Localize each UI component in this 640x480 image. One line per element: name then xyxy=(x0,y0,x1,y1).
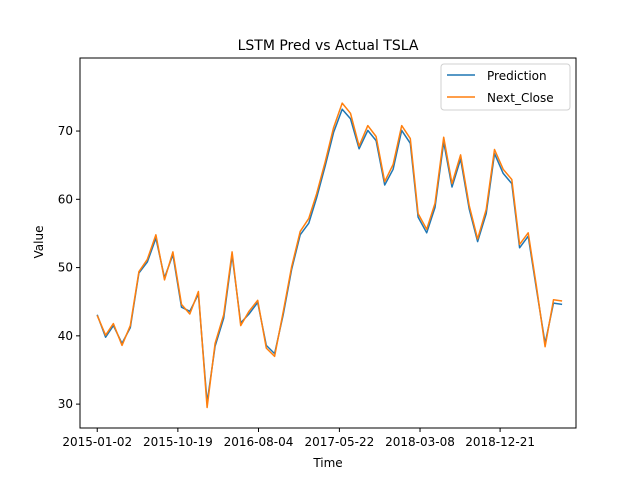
y-tick-label: 70 xyxy=(58,124,73,138)
series-line-next-close xyxy=(96,102,563,409)
legend: Prediction Next_Close xyxy=(440,63,571,111)
series-lines xyxy=(96,102,563,409)
y-axis-ticks: 30 40 50 60 70 xyxy=(58,124,80,411)
x-tick-label: 2015-01-02 xyxy=(62,435,132,449)
legend-label-next-close: Next_Close xyxy=(487,91,554,105)
x-tick-label: 2018-03-08 xyxy=(385,435,455,449)
x-axis-label: Time xyxy=(312,456,342,470)
x-tick-label: 2018-12-21 xyxy=(465,435,535,449)
x-tick-label: 2017-05-22 xyxy=(305,435,375,449)
legend-label-prediction: Prediction xyxy=(487,69,547,83)
x-tick-label: 2015-10-19 xyxy=(143,435,213,449)
y-tick-label: 30 xyxy=(58,397,73,411)
x-tick-label: 2016-08-04 xyxy=(224,435,294,449)
y-tick-label: 60 xyxy=(58,192,73,206)
chart-title: LSTM Pred vs Actual TSLA xyxy=(238,38,419,54)
plot-area-frame xyxy=(79,57,577,429)
y-axis-label: Value xyxy=(32,226,46,259)
y-tick-label: 40 xyxy=(58,329,73,343)
x-axis-ticks: 2015-01-02 2015-10-19 2016-08-04 2017-05-22… xyxy=(62,428,535,449)
y-tick-label: 50 xyxy=(58,261,73,275)
